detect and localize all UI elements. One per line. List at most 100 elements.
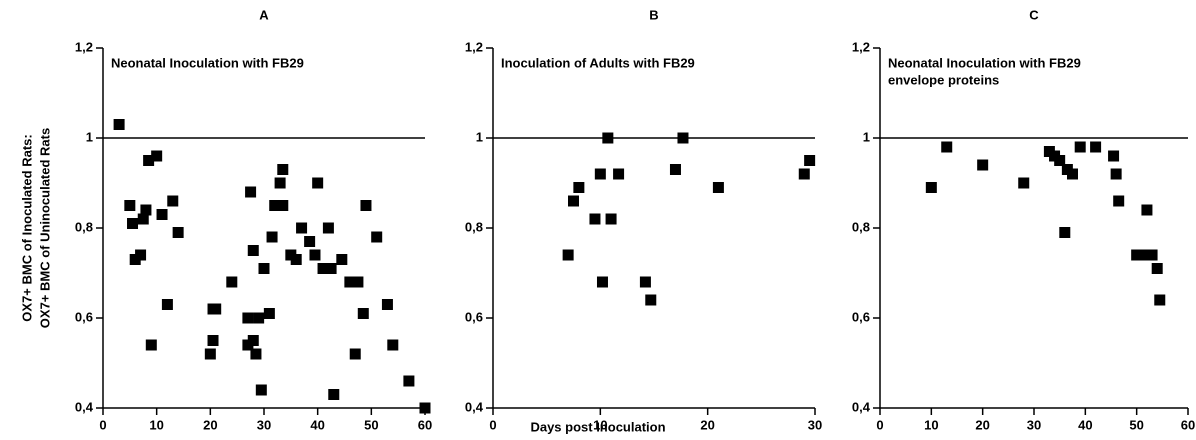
y-tick-label: 0,4 <box>75 399 94 414</box>
point <box>1151 263 1163 274</box>
annotation: Neonatal Inoculation with FB29 <box>111 55 304 70</box>
panel-title: C <box>1029 7 1039 22</box>
point <box>594 168 606 180</box>
point <box>977 159 989 171</box>
point <box>1018 177 1030 189</box>
y-tick-label: 1 <box>86 129 93 144</box>
point <box>277 200 289 211</box>
point <box>403 375 415 387</box>
x-tick-label: 0 <box>876 417 883 432</box>
point <box>798 168 810 180</box>
point <box>137 213 149 225</box>
annotation: Neonatal Inoculation with FB29 <box>888 55 1081 70</box>
point <box>161 299 173 310</box>
point <box>167 195 179 207</box>
y-tick-label: 0,6 <box>465 309 483 324</box>
point <box>568 195 579 207</box>
point <box>309 249 321 261</box>
point <box>669 164 681 175</box>
point <box>645 294 657 306</box>
point <box>1113 195 1125 207</box>
point <box>596 276 608 288</box>
point <box>226 276 238 288</box>
point <box>258 263 270 274</box>
point <box>328 389 340 400</box>
y-tick-label: 0,4 <box>852 399 871 414</box>
point <box>352 276 364 288</box>
point <box>263 308 275 319</box>
point <box>1054 155 1066 166</box>
point <box>255 384 267 396</box>
point <box>210 303 222 315</box>
point <box>247 245 259 256</box>
point <box>344 276 356 288</box>
point <box>357 308 369 319</box>
point <box>360 200 372 211</box>
annotation: Inoculation of Adults with FB29 <box>501 55 695 70</box>
x-tick-label: 20 <box>203 417 217 432</box>
x-tick-label: 10 <box>924 417 938 432</box>
x-tick-label: 50 <box>1129 417 1143 432</box>
point <box>639 276 651 288</box>
point <box>113 119 125 130</box>
y-tick-label: 1 <box>863 129 870 144</box>
x-tick-label: 60 <box>418 417 432 432</box>
point <box>253 312 265 324</box>
point <box>1108 150 1120 162</box>
point <box>381 299 393 310</box>
point <box>269 200 281 211</box>
y-tick-label: 0,8 <box>465 219 483 234</box>
x-tick-label: 20 <box>975 417 989 432</box>
y-tick-label: 0,6 <box>852 309 870 324</box>
point <box>613 168 625 180</box>
point <box>349 348 361 360</box>
point <box>419 402 431 414</box>
point <box>156 209 168 220</box>
point <box>602 132 614 144</box>
point <box>605 213 617 225</box>
annotation: envelope proteins <box>888 72 999 87</box>
point <box>127 218 139 229</box>
y-tick-label: 1,2 <box>465 39 483 54</box>
point <box>1154 294 1166 306</box>
point <box>172 227 184 238</box>
point <box>573 182 585 193</box>
point <box>1090 141 1102 153</box>
point <box>387 339 399 351</box>
point <box>277 164 289 175</box>
y-tick-label: 0,8 <box>75 219 93 234</box>
point <box>925 182 937 193</box>
point <box>296 222 308 234</box>
panel-title: B <box>649 7 658 22</box>
point <box>1136 249 1148 261</box>
x-axis-label: Days post Inoculation <box>530 419 665 434</box>
x-tick-label: 0 <box>99 417 106 432</box>
x-tick-label: 0 <box>489 417 496 432</box>
point <box>143 155 155 166</box>
point <box>322 222 334 234</box>
panel-title: A <box>259 7 269 22</box>
x-tick-label: 60 <box>1181 417 1195 432</box>
point <box>247 335 259 346</box>
x-tick-label: 40 <box>310 417 324 432</box>
y-axis-label: OX7+ BMC of Inoculated Rats: <box>19 134 34 321</box>
point <box>1059 227 1071 238</box>
y-tick-label: 1,2 <box>852 39 870 54</box>
point <box>204 348 216 360</box>
point <box>371 231 383 243</box>
x-tick-label: 20 <box>700 417 714 432</box>
point <box>135 249 147 261</box>
point <box>124 200 136 211</box>
point <box>1110 168 1122 180</box>
point <box>151 150 163 162</box>
point <box>1074 141 1086 153</box>
point <box>250 348 262 360</box>
point <box>677 132 689 144</box>
point <box>317 263 329 274</box>
x-tick-label: 30 <box>808 417 822 432</box>
point <box>1141 204 1153 216</box>
x-tick-label: 40 <box>1078 417 1092 432</box>
y-tick-label: 0,8 <box>852 219 870 234</box>
y-tick-label: 0,4 <box>465 399 484 414</box>
point <box>242 312 254 324</box>
